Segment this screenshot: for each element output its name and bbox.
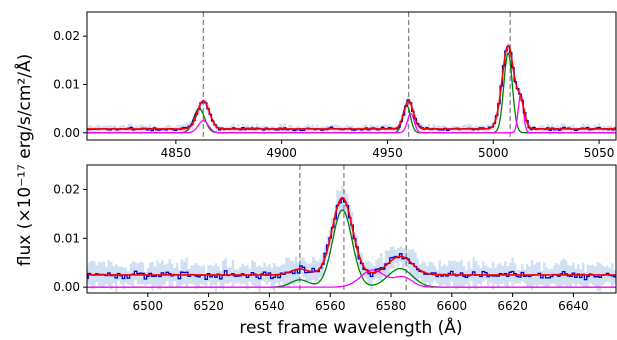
narrow-component-curve	[87, 269, 616, 288]
error-band	[87, 185, 616, 292]
x-tick-label: 6560	[315, 299, 346, 313]
y-tick-label: 0.00	[53, 126, 80, 140]
x-tick-label: 6640	[558, 299, 589, 313]
y-tick-label: 0.02	[53, 29, 80, 43]
y-axis-label: flux (×10⁻¹⁷ erg/s/cm²/Å)	[13, 54, 35, 266]
y-tick-label: 0.01	[53, 231, 80, 245]
x-tick-label: 6620	[497, 299, 528, 313]
x-tick-label: 5000	[478, 146, 509, 160]
x-tick-label: 4850	[161, 146, 192, 160]
x-tick-label: 6600	[437, 299, 468, 313]
broad-component-curve	[87, 52, 616, 134]
x-tick-label: 6500	[133, 299, 164, 313]
panel-bottom: 6500 6520 6540 6560 6580 6600 6620 6640 0.00 0.01…	[53, 164, 617, 313]
y-tick-label: 0.02	[53, 182, 80, 196]
plot-area-top	[87, 12, 616, 140]
x-tick-label: 6540	[254, 299, 285, 313]
total-model-curve	[87, 44, 616, 130]
y-tick-label: 0.01	[53, 77, 80, 91]
x-tick-label: 4900	[266, 146, 297, 160]
x-tick-label: 6580	[376, 299, 407, 313]
narrow-component-curve	[87, 92, 616, 134]
plot-area-bottom	[87, 165, 616, 293]
panel-top: 4850 4900 4950 5000 5050 0.00 0.01 0.02	[53, 11, 617, 160]
axes-frame	[86, 11, 617, 141]
x-tick-label: 6520	[193, 299, 224, 313]
y-tick-label: 0.00	[53, 280, 80, 294]
x-tick-label: 5050	[584, 146, 615, 160]
x-tick-label: 4950	[372, 146, 403, 160]
x-axis-label: rest frame wavelength (Å)	[239, 316, 462, 338]
axes-frame	[86, 164, 617, 294]
observed-spectrum	[87, 45, 616, 132]
total-model-curve	[87, 196, 616, 276]
error-band	[87, 43, 616, 135]
